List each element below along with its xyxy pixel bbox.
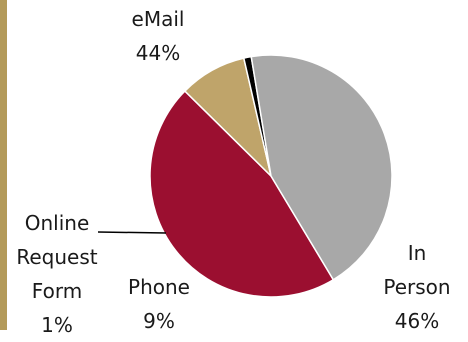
label-phone-name: Phone — [128, 275, 190, 299]
pie-slices — [149, 54, 393, 298]
label-in-person: In Person 46% — [372, 236, 462, 338]
label-online: Online Request Form 1% — [2, 206, 112, 342]
label-online-line1: Online — [24, 211, 90, 235]
label-in-person-pct: 46% — [394, 309, 440, 333]
pie-slice-in-person — [149, 89, 335, 298]
label-in-person-line2: Person — [383, 275, 451, 299]
label-email: eMail 44% — [118, 2, 198, 70]
accent-bar — [0, 0, 7, 330]
label-online-line3: Form — [31, 279, 83, 303]
label-phone-pct: 9% — [143, 309, 175, 333]
label-email-pct: 44% — [135, 41, 181, 65]
online-leader-line — [97, 231, 167, 234]
label-phone: Phone 9% — [114, 270, 204, 338]
label-online-pct: 1% — [41, 313, 73, 337]
pie-chart — [97, 54, 393, 298]
label-online-line2: Request — [16, 245, 98, 269]
chart-stage: eMail 44% Online Request Form 1% Phone 9… — [0, 0, 451, 337]
pie-slice-email — [250, 54, 393, 281]
label-email-name: eMail — [131, 7, 185, 31]
label-in-person-line1: In — [407, 241, 427, 265]
